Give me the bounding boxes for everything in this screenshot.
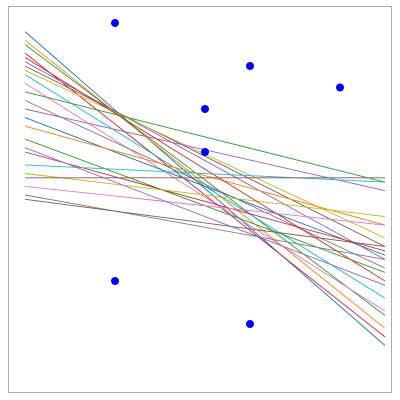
series-line-20: [24, 194, 386, 260]
series-line-16: [24, 164, 386, 183]
series-line-12: [24, 117, 386, 256]
lines-layer: [24, 31, 386, 346]
series-line-23: [24, 147, 386, 286]
series-line-3: [24, 44, 386, 316]
series-line-21: [24, 198, 386, 248]
data-point-2: [246, 62, 254, 70]
series-line-13: [24, 125, 386, 226]
data-point-4: [201, 105, 209, 113]
data-point-5: [201, 148, 209, 156]
data-point-7: [246, 320, 254, 328]
series-line-15: [24, 151, 386, 252]
data-point-1: [111, 19, 119, 27]
plot-frame: [8, 6, 392, 393]
data-point-3: [336, 83, 344, 92]
series-line-10: [24, 99, 386, 269]
series-line-6: [24, 65, 386, 248]
series-line-24: [24, 57, 386, 282]
series-line-17: [24, 173, 386, 217]
points-layer: [111, 19, 344, 328]
series-line-22: [24, 91, 386, 183]
series-line-19: [24, 185, 386, 226]
data-point-6: [111, 277, 119, 285]
series-line-9: [24, 82, 386, 312]
series-line-1: [24, 31, 386, 346]
